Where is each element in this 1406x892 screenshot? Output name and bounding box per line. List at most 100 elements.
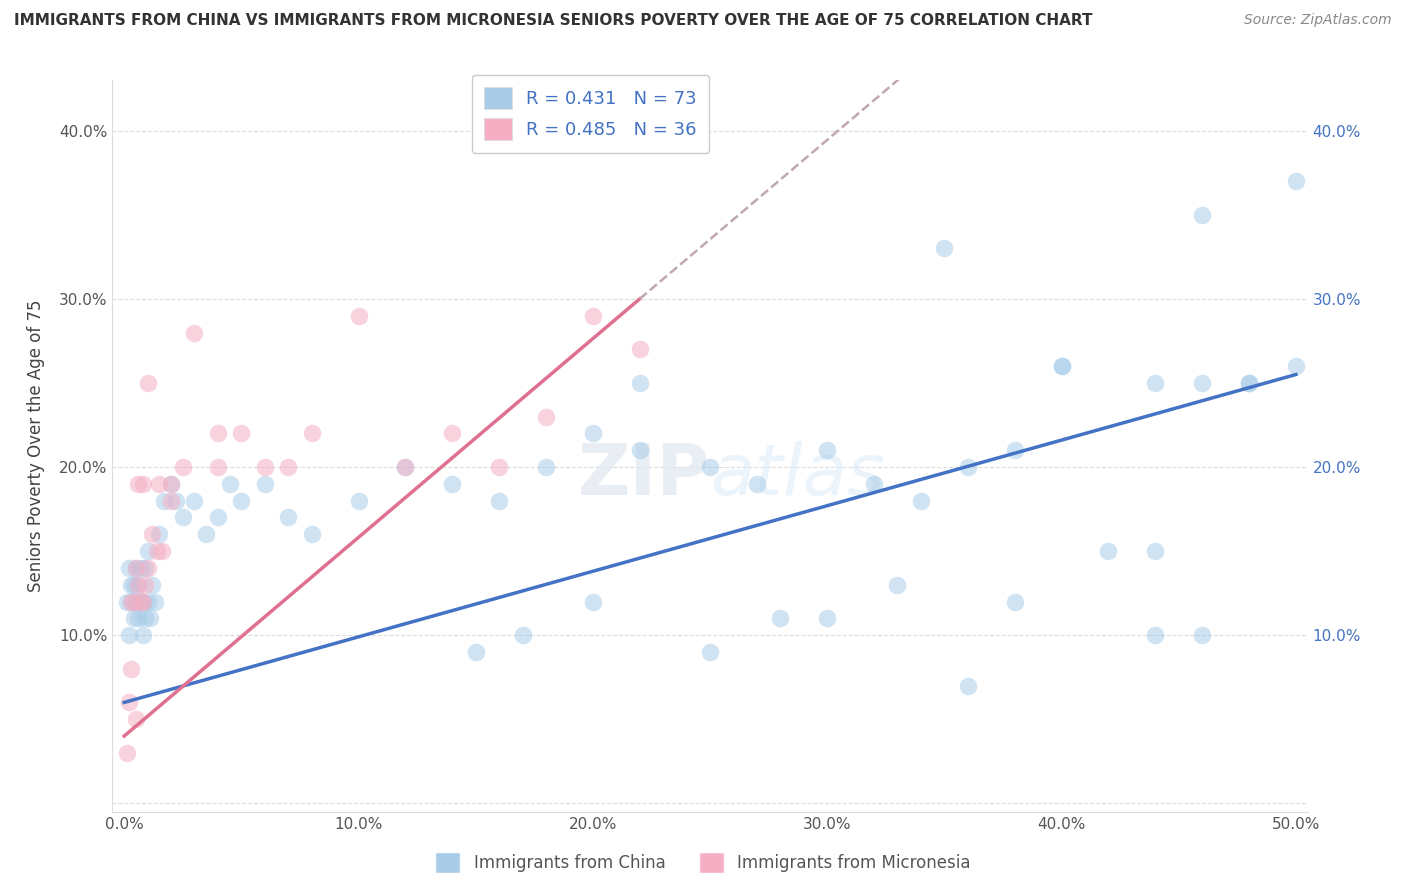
Text: IMMIGRANTS FROM CHINA VS IMMIGRANTS FROM MICRONESIA SENIORS POVERTY OVER THE AGE: IMMIGRANTS FROM CHINA VS IMMIGRANTS FROM… xyxy=(14,13,1092,29)
Point xyxy=(134,611,156,625)
Point xyxy=(207,460,229,475)
Point xyxy=(139,611,162,625)
Point xyxy=(863,476,886,491)
Text: Source: ZipAtlas.com: Source: ZipAtlas.com xyxy=(1244,13,1392,28)
Point xyxy=(488,493,510,508)
Point xyxy=(582,309,605,323)
Point xyxy=(120,594,142,608)
Point xyxy=(160,476,183,491)
Point xyxy=(1237,376,1260,390)
Point xyxy=(1144,628,1167,642)
Point xyxy=(512,628,534,642)
Point xyxy=(132,476,155,491)
Point xyxy=(141,578,163,592)
Legend: R = 0.431   N = 73, R = 0.485   N = 36: R = 0.431 N = 73, R = 0.485 N = 36 xyxy=(472,75,709,153)
Point xyxy=(1285,359,1308,373)
Point xyxy=(129,594,152,608)
Text: atlas: atlas xyxy=(710,441,884,509)
Point xyxy=(231,426,253,441)
Point xyxy=(122,578,145,592)
Point xyxy=(136,594,159,608)
Y-axis label: Seniors Poverty Over the Age of 75: Seniors Poverty Over the Age of 75 xyxy=(27,300,45,592)
Point xyxy=(148,527,170,541)
Point xyxy=(301,527,323,541)
Point xyxy=(628,443,651,458)
Point xyxy=(160,493,183,508)
Legend: Immigrants from China, Immigrants from Micronesia: Immigrants from China, Immigrants from M… xyxy=(429,846,977,880)
Point xyxy=(441,476,464,491)
Point xyxy=(150,544,173,558)
Point xyxy=(534,409,557,424)
Point xyxy=(628,376,651,390)
Point xyxy=(125,712,148,726)
Point xyxy=(956,679,979,693)
Point xyxy=(118,628,141,642)
Point xyxy=(136,376,159,390)
Point xyxy=(1285,174,1308,188)
Point xyxy=(347,493,370,508)
Point xyxy=(347,309,370,323)
Point xyxy=(129,561,152,575)
Point xyxy=(134,561,156,575)
Point xyxy=(1004,443,1026,458)
Point xyxy=(153,493,176,508)
Point xyxy=(136,544,159,558)
Point xyxy=(136,561,159,575)
Point xyxy=(195,527,218,541)
Point xyxy=(301,426,323,441)
Point xyxy=(910,493,932,508)
Point xyxy=(165,493,187,508)
Point xyxy=(699,460,721,475)
Point xyxy=(148,476,170,491)
Point xyxy=(277,510,299,524)
Point xyxy=(125,561,148,575)
Point xyxy=(1144,376,1167,390)
Point xyxy=(125,561,148,575)
Point xyxy=(118,561,141,575)
Point xyxy=(1050,359,1073,373)
Point xyxy=(253,460,276,475)
Point xyxy=(127,476,149,491)
Point xyxy=(1191,376,1213,390)
Point xyxy=(160,476,183,491)
Point xyxy=(183,493,205,508)
Point xyxy=(1237,376,1260,390)
Point xyxy=(1097,544,1119,558)
Point xyxy=(394,460,416,475)
Point xyxy=(118,695,141,709)
Point xyxy=(441,426,464,441)
Point xyxy=(120,594,142,608)
Point xyxy=(582,594,605,608)
Point xyxy=(815,443,838,458)
Point xyxy=(120,662,142,676)
Point xyxy=(745,476,768,491)
Point xyxy=(146,544,169,558)
Point xyxy=(628,343,651,357)
Point xyxy=(125,594,148,608)
Point xyxy=(122,611,145,625)
Point xyxy=(1191,628,1213,642)
Point xyxy=(115,594,138,608)
Point xyxy=(464,645,486,659)
Point xyxy=(394,460,416,475)
Point xyxy=(172,460,194,475)
Point xyxy=(141,527,163,541)
Point xyxy=(115,746,138,760)
Point xyxy=(207,510,229,524)
Point xyxy=(1050,359,1073,373)
Point xyxy=(127,578,149,592)
Point xyxy=(956,460,979,475)
Point xyxy=(120,578,142,592)
Point xyxy=(277,460,299,475)
Point xyxy=(218,476,240,491)
Point xyxy=(769,611,792,625)
Point xyxy=(134,578,156,592)
Point xyxy=(172,510,194,524)
Point xyxy=(815,611,838,625)
Point xyxy=(1144,544,1167,558)
Point xyxy=(127,611,149,625)
Text: ZIP: ZIP xyxy=(578,441,710,509)
Point xyxy=(231,493,253,508)
Point xyxy=(253,476,276,491)
Point xyxy=(488,460,510,475)
